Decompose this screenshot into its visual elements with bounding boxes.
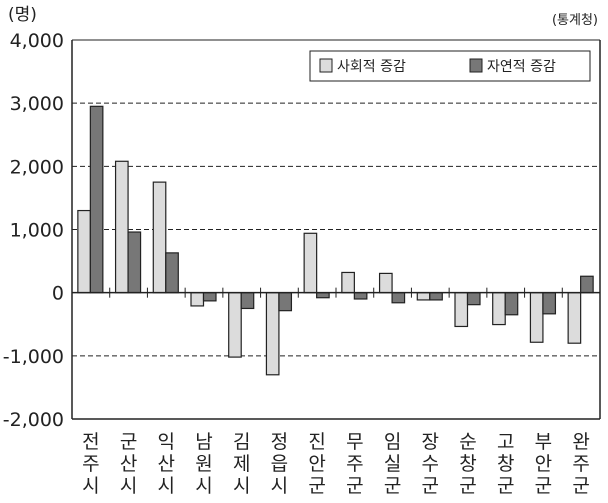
x-tick-label-char: 군 bbox=[346, 475, 363, 497]
x-tick-label-char: 익 bbox=[158, 431, 175, 453]
x-tick-label-char: 산 bbox=[158, 453, 175, 475]
y-tick-label: -1,000 bbox=[3, 346, 64, 368]
x-tick-label-char: 주 bbox=[82, 453, 99, 475]
x-tick-label-char: 안 bbox=[308, 453, 325, 475]
x-tick-label-char: 군 bbox=[497, 475, 514, 497]
bar-social bbox=[152, 181, 167, 294]
legend-swatch bbox=[319, 58, 333, 73]
bar-social bbox=[529, 292, 544, 343]
x-tick-label-char: 완 bbox=[572, 431, 589, 453]
bar-natural bbox=[542, 292, 557, 315]
bar-social bbox=[228, 292, 242, 358]
bar-natural bbox=[240, 292, 255, 310]
x-tick-label-char: 시 bbox=[233, 475, 250, 497]
x-tick-label-char: 김 bbox=[233, 431, 250, 453]
legend-label: 자연적 증감 bbox=[487, 59, 556, 75]
x-tick-label-char: 창 bbox=[459, 453, 476, 475]
bar-social bbox=[190, 292, 205, 307]
y-tick-label: 0 bbox=[52, 283, 64, 305]
x-tick-label-char: 수 bbox=[422, 453, 439, 475]
bar-social bbox=[265, 292, 280, 376]
y-tick-label: -2,000 bbox=[3, 409, 64, 431]
x-tick-label-char: 장 bbox=[422, 431, 439, 453]
bar-natural bbox=[202, 292, 217, 302]
bar-natural bbox=[429, 292, 443, 301]
bar-social bbox=[454, 292, 469, 328]
x-tick-label-char: 남 bbox=[195, 431, 212, 453]
x-tick-label-char: 군 bbox=[384, 475, 401, 497]
unit-label: (명) bbox=[8, 5, 37, 25]
bar-social bbox=[416, 292, 431, 301]
x-tick-label-char: 실 bbox=[384, 453, 401, 475]
bar-social bbox=[492, 292, 506, 326]
x-tick-label-char: 읍 bbox=[271, 453, 288, 475]
x-tick-label-char: 진 bbox=[308, 431, 325, 453]
x-tick-label-char: 순 bbox=[459, 431, 476, 453]
bar-natural bbox=[127, 231, 142, 294]
y-tick-label: 2,000 bbox=[10, 156, 64, 178]
x-tick-label-char: 시 bbox=[158, 475, 175, 497]
legend bbox=[309, 50, 591, 82]
x-tick-label-char: 고 bbox=[497, 431, 514, 453]
x-tick-label-char: 무 bbox=[346, 431, 363, 453]
y-tick-label: 3,000 bbox=[10, 93, 64, 115]
bar-social bbox=[303, 232, 318, 294]
source-label: (통계청) bbox=[552, 13, 598, 28]
legend-label: 사회적 증감 bbox=[337, 59, 406, 75]
x-tick-label-char: 군 bbox=[120, 431, 137, 453]
bar-social bbox=[567, 292, 582, 344]
y-tick-label: 4,000 bbox=[10, 30, 64, 52]
bar-social bbox=[114, 160, 129, 294]
x-tick-label-char: 산 bbox=[120, 453, 137, 475]
bar-natural bbox=[391, 292, 406, 304]
x-tick-label-char: 군 bbox=[308, 475, 325, 497]
bar-social bbox=[341, 271, 355, 294]
x-tick-label-char: 안 bbox=[535, 453, 552, 475]
x-tick-label-char: 제 bbox=[233, 453, 250, 475]
bar-natural bbox=[165, 252, 179, 294]
x-tick-label-char: 시 bbox=[82, 475, 99, 497]
bar-natural bbox=[316, 292, 330, 299]
x-tick-label-char: 군 bbox=[422, 475, 439, 497]
y-tick-label: 1,000 bbox=[10, 220, 64, 242]
x-tick-label-char: 주 bbox=[346, 453, 363, 475]
x-tick-label-char: 주 bbox=[572, 453, 589, 475]
bar-social bbox=[77, 209, 91, 294]
x-tick-label-char: 시 bbox=[271, 475, 288, 497]
x-tick-label-char: 정 bbox=[271, 431, 288, 453]
x-tick-label-char: 군 bbox=[535, 475, 552, 497]
bar-social bbox=[378, 272, 393, 294]
x-tick-label-char: 부 bbox=[535, 431, 552, 453]
x-tick-label-char: 군 bbox=[459, 475, 476, 497]
bar-natural bbox=[278, 292, 293, 312]
x-tick-label-char: 창 bbox=[497, 453, 514, 475]
bar-natural bbox=[353, 292, 368, 300]
bar-natural bbox=[504, 292, 519, 316]
x-tick-label-char: 전 bbox=[82, 431, 99, 453]
bar-natural bbox=[580, 275, 594, 294]
x-tick-label-char: 군 bbox=[572, 475, 589, 497]
legend-swatch bbox=[469, 58, 483, 73]
bar-natural bbox=[466, 292, 481, 306]
x-tick-label-char: 시 bbox=[120, 475, 137, 497]
x-tick-label-char: 원 bbox=[195, 453, 212, 475]
x-tick-label-char: 임 bbox=[384, 431, 401, 453]
x-tick-label-char: 시 bbox=[195, 475, 212, 497]
bar-natural bbox=[89, 105, 104, 294]
